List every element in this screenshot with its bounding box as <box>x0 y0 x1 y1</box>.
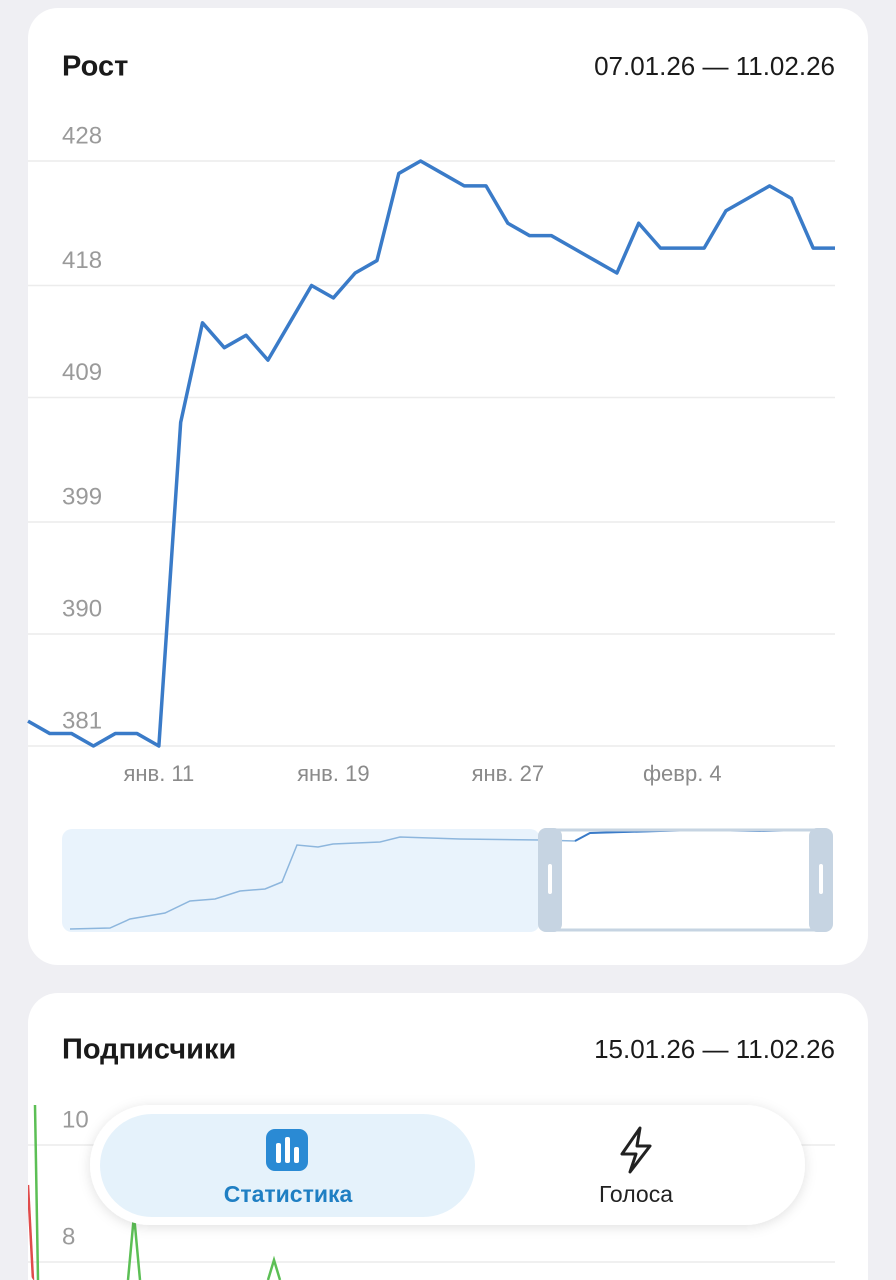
y-tick-label: 399 <box>62 483 102 510</box>
date-range: 15.01.26 — 11.02.26 <box>594 1034 835 1064</box>
icon-bar <box>294 1147 299 1163</box>
card-title: Подписчики <box>62 1034 236 1066</box>
card <box>28 8 868 965</box>
icon-bar <box>276 1143 281 1163</box>
x-tick-label: янв. 27 <box>472 761 544 786</box>
x-tick-label: янв. 19 <box>297 761 369 786</box>
y-tick-label: 428 <box>62 122 102 149</box>
y-tick-label: 418 <box>62 247 102 274</box>
votes-icon <box>620 1126 652 1174</box>
handle-grip <box>819 864 823 894</box>
x-tick-label: февр. 4 <box>643 761 722 786</box>
nav-label[interactable]: Статистика <box>224 1181 353 1207</box>
navigator <box>62 828 833 932</box>
series-line <box>28 1184 35 1280</box>
y-tick-label: 390 <box>62 595 102 622</box>
y-tick-label: 409 <box>62 359 102 386</box>
date-range: 07.01.26 — 11.02.26 <box>594 51 835 81</box>
series-line <box>266 1255 282 1280</box>
y-tick-label: 381 <box>62 707 102 734</box>
x-tick-label: янв. 11 <box>123 761 194 786</box>
bottom-nav: Статистика Голоса <box>90 1105 805 1225</box>
series-line <box>33 1104 40 1280</box>
card-title: Рост <box>62 51 128 83</box>
y-tick-label: 8 <box>62 1223 75 1250</box>
y-tick-label: 10 <box>62 1106 89 1133</box>
chart: 381 390 399 409 418 428 янв. 11 янв. 19 янв. 27 ф… <box>27 122 835 786</box>
handle-grip <box>548 864 552 894</box>
icon-bar <box>285 1137 290 1163</box>
nav-label[interactable]: Голоса <box>599 1181 673 1207</box>
series-line <box>27 159 835 748</box>
navigator-bg <box>62 829 540 932</box>
